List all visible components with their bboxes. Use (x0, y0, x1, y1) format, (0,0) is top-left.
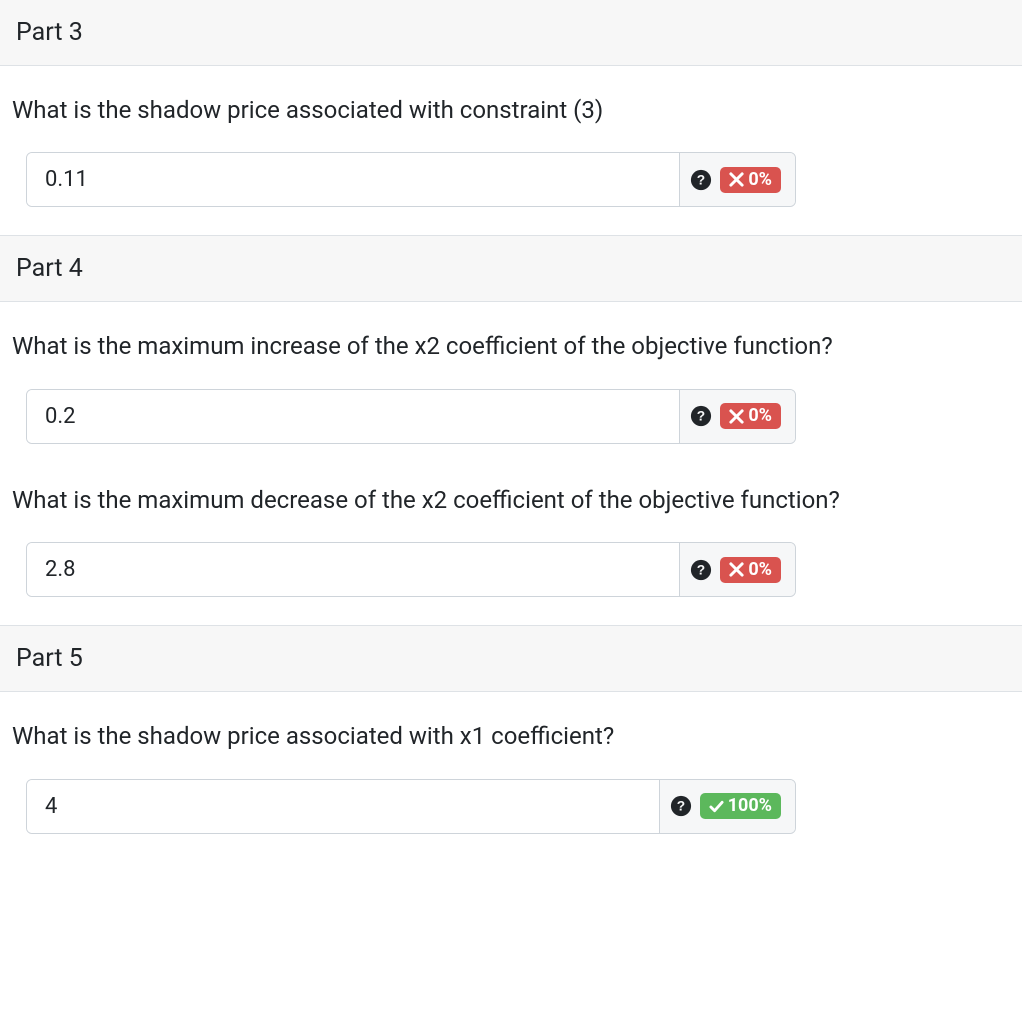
feedback-box: ? 0% (679, 390, 795, 443)
question-prompt: What is the maximum increase of the x2 c… (12, 330, 1010, 362)
part-header: Part 3 (0, 0, 1022, 66)
score-text: 0% (748, 560, 772, 580)
question-block: What is the maximum increase of the x2 c… (0, 302, 1022, 625)
part-header: Part 4 (0, 235, 1022, 302)
feedback-box: ? 0% (679, 153, 795, 206)
answer-row: ? 0% (26, 542, 796, 597)
answer-row: ? 100% (26, 779, 796, 834)
score-badge: 0% (720, 403, 781, 429)
question-block: What is the shadow price associated with… (0, 66, 1022, 235)
answer-input[interactable] (27, 390, 679, 443)
question-prompt: What is the shadow price associated with… (12, 94, 1010, 126)
score-badge: 0% (720, 557, 781, 583)
part-title: Part 5 (16, 644, 83, 673)
svg-text:?: ? (697, 409, 705, 424)
cross-icon (729, 172, 744, 187)
question-prompt: What is the maximum decrease of the x2 c… (12, 484, 1010, 516)
answer-input[interactable] (27, 543, 679, 596)
score-text: 100% (728, 796, 772, 816)
part-title: Part 4 (16, 254, 83, 283)
score-badge: 100% (700, 793, 781, 819)
answer-input[interactable] (27, 780, 659, 833)
question-prompt: What is the shadow price associated with… (12, 720, 1010, 752)
score-text: 0% (748, 406, 772, 426)
svg-text:?: ? (697, 562, 705, 577)
help-icon[interactable]: ? (690, 405, 712, 427)
check-icon (709, 799, 724, 814)
help-icon[interactable]: ? (670, 795, 692, 817)
part-header: Part 5 (0, 625, 1022, 692)
score-badge: 0% (720, 167, 781, 193)
svg-text:?: ? (697, 172, 705, 187)
score-text: 0% (748, 170, 772, 190)
question-block: What is the shadow price associated with… (0, 692, 1022, 861)
answer-input[interactable] (27, 153, 679, 206)
help-icon[interactable]: ? (690, 559, 712, 581)
cross-icon (729, 409, 744, 424)
feedback-box: ? 100% (659, 780, 795, 833)
cross-icon (729, 562, 744, 577)
answer-row: ? 0% (26, 152, 796, 207)
answer-row: ? 0% (26, 389, 796, 444)
svg-text:?: ? (677, 799, 685, 814)
feedback-box: ? 0% (679, 543, 795, 596)
part-title: Part 3 (16, 18, 83, 47)
help-icon[interactable]: ? (690, 169, 712, 191)
